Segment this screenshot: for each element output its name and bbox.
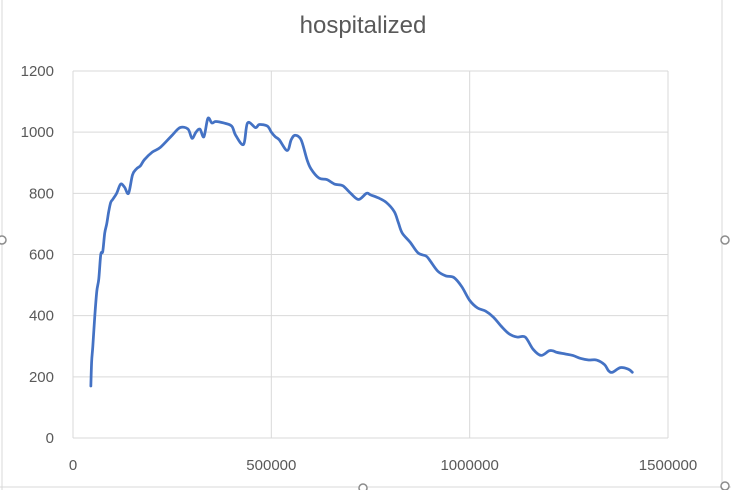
series-line-0 <box>89 116 634 388</box>
x-tick-label: 500000 <box>246 457 296 474</box>
x-tick-label: 1000000 <box>440 457 498 474</box>
y-tick-label: 1200 <box>21 63 54 80</box>
y-tick-label: 800 <box>29 185 54 202</box>
x-tick-label: 0 <box>69 457 77 474</box>
chart-title: hospitalized <box>300 12 427 39</box>
y-tick-label: 0 <box>46 430 54 447</box>
x-tick-label: 1500000 <box>639 457 697 474</box>
y-tick-label: 400 <box>29 308 54 325</box>
resize-handle-corner[interactable] <box>720 481 730 490</box>
resize-handle-left[interactable] <box>0 235 7 245</box>
y-tick-label: 600 <box>29 247 54 264</box>
gridlines <box>72 70 669 439</box>
y-tick-label: 200 <box>29 369 54 386</box>
resize-handle-bottom[interactable] <box>358 483 368 490</box>
resize-handle-right[interactable] <box>720 235 730 245</box>
y-tick-label: 1000 <box>21 124 54 141</box>
tick-labels: 0 200 400 600 800 1000 1200 0 500000 1000000 15000… <box>21 63 698 474</box>
series-layer <box>89 116 634 388</box>
